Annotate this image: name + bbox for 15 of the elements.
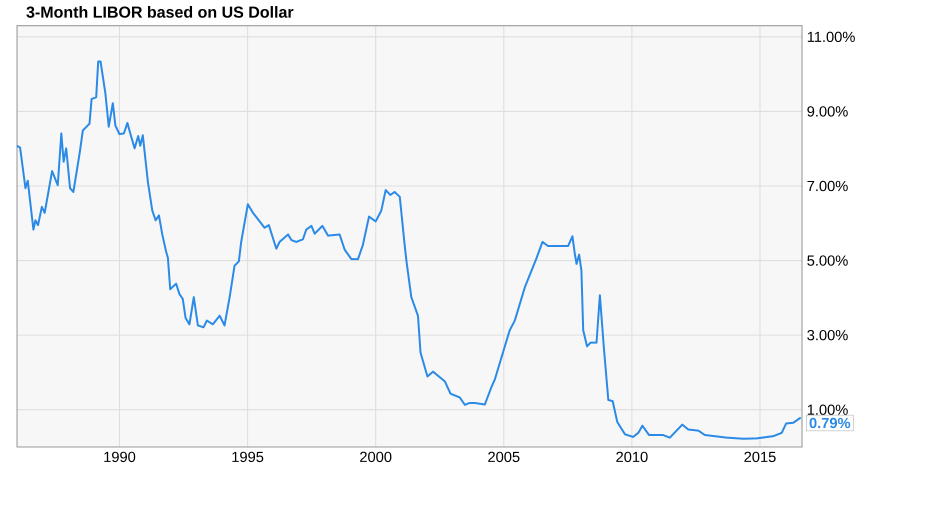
y-tick-label: 11.00%: [808, 32, 855, 42]
y-tick-label: 7.00%: [807, 180, 848, 192]
x-tick-label: 2010: [616, 452, 648, 462]
y-tick-label: 1.00%: [808, 404, 848, 415]
y-tick-label: 5.00%: [807, 255, 848, 266]
chart-title: 3-Month LIBOR based on US Dollar: [26, 6, 294, 18]
x-tick-label: 2005: [488, 452, 520, 462]
y-tick-label: 9.00%: [807, 106, 848, 117]
x-tick-label: 2000: [360, 452, 392, 462]
line-series: [16, 60, 802, 440]
x-tick-label: 1990: [104, 452, 136, 462]
x-tick-label: 1995: [232, 452, 264, 462]
y-tick-label: 3.00%: [807, 330, 848, 340]
annotation: 0.79%: [810, 418, 850, 428]
x-tick-label: 2015: [744, 452, 776, 462]
